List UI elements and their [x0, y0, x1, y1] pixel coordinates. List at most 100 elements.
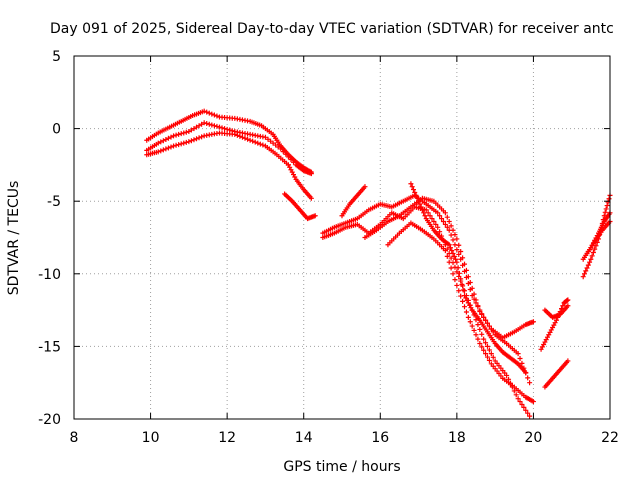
- series-track-17: [584, 219, 613, 256]
- data-point: [232, 131, 238, 137]
- data-point: [440, 219, 446, 225]
- data-point: [463, 267, 469, 273]
- data-point: [173, 132, 179, 138]
- data-point: [456, 270, 462, 276]
- data-point: [606, 196, 612, 202]
- data-point: [592, 246, 598, 252]
- data-point: [517, 399, 523, 405]
- data-point: [448, 255, 454, 261]
- data-point: [410, 187, 416, 193]
- data-point: [447, 245, 453, 251]
- data-point: [206, 121, 212, 127]
- data-point: [171, 133, 177, 139]
- data-point: [452, 277, 458, 283]
- data-point: [462, 261, 468, 267]
- data-point: [484, 354, 490, 360]
- data-point: [515, 396, 521, 402]
- data-point: [431, 219, 437, 225]
- data-point: [275, 144, 281, 150]
- data-point: [168, 134, 174, 140]
- x-tick-label: 18: [448, 430, 466, 446]
- data-point: [481, 347, 487, 353]
- data-point: [448, 223, 454, 229]
- y-tick-label: -10: [38, 267, 61, 283]
- data-point: [427, 213, 433, 219]
- data-point: [460, 298, 466, 304]
- data-point: [439, 216, 445, 222]
- data-point: [565, 297, 571, 303]
- data-point: [191, 137, 197, 143]
- data-point: [237, 133, 243, 139]
- data-point: [477, 309, 483, 315]
- data-point: [435, 210, 441, 216]
- data-point: [486, 357, 492, 363]
- data-point: [450, 237, 456, 243]
- data-point: [252, 139, 258, 145]
- data-point: [158, 139, 164, 145]
- data-point: [409, 184, 415, 190]
- chart-title: Day 091 of 2025, Sidereal Day-to-day VTE…: [50, 21, 614, 37]
- x-axis-label: GPS time / hours: [283, 459, 400, 475]
- data-point: [255, 140, 261, 146]
- data-point: [257, 141, 263, 147]
- data-point: [515, 351, 521, 357]
- data-point: [414, 195, 420, 201]
- data-point: [462, 304, 468, 310]
- data-point: [527, 413, 533, 419]
- data-point: [454, 269, 460, 275]
- data-point: [171, 143, 177, 149]
- data-point: [209, 111, 215, 117]
- data-point: [525, 410, 531, 416]
- data-point: [188, 138, 194, 144]
- data-point: [437, 229, 443, 235]
- y-tick-label: -20: [38, 412, 61, 428]
- series-track-2: [144, 120, 314, 177]
- y-axis-label: SDTVAR / TECUs: [6, 181, 22, 296]
- series-track-7: [320, 204, 533, 419]
- data-point: [588, 256, 594, 262]
- data-point: [165, 135, 171, 141]
- data-point: [308, 195, 314, 201]
- data-point: [473, 332, 479, 338]
- x-tick-label: 8: [70, 430, 79, 446]
- data-point: [262, 134, 268, 140]
- data-point: [222, 126, 228, 132]
- data-point: [204, 121, 210, 127]
- data-point: [583, 268, 589, 274]
- data-point: [465, 314, 471, 320]
- data-point: [475, 322, 481, 328]
- grid-lines: [74, 56, 610, 419]
- data-point: [201, 108, 207, 114]
- series-track-8: [339, 184, 368, 219]
- data-point: [186, 139, 192, 145]
- data-point: [196, 135, 202, 141]
- data-point: [265, 136, 271, 142]
- data-point: [188, 127, 194, 133]
- data-point: [477, 340, 483, 346]
- data-point: [513, 392, 519, 398]
- data-point: [214, 123, 220, 129]
- data-point: [278, 146, 284, 152]
- data-point: [517, 356, 523, 361]
- data-point: [242, 135, 248, 141]
- data-point: [527, 380, 533, 386]
- data-point: [455, 265, 461, 271]
- data-point: [475, 336, 481, 342]
- data-point: [446, 242, 452, 248]
- data-point: [519, 401, 525, 407]
- data-point: [483, 317, 489, 323]
- data-point: [481, 314, 487, 320]
- data-point: [454, 247, 460, 253]
- data-point: [525, 375, 531, 381]
- x-tick-label: 16: [371, 430, 389, 446]
- data-point: [471, 327, 477, 333]
- data-point: [176, 131, 182, 137]
- data-point: [408, 181, 414, 187]
- data-point: [186, 129, 192, 135]
- data-points: [144, 108, 613, 419]
- data-point: [285, 154, 291, 160]
- data-point: [454, 236, 460, 242]
- data-point: [422, 213, 428, 219]
- data-point: [444, 224, 450, 230]
- data-point: [191, 126, 197, 132]
